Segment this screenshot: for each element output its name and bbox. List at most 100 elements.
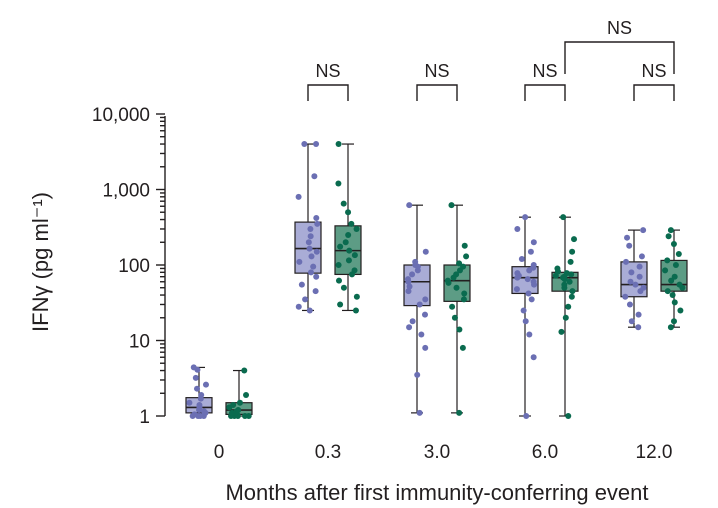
data-point <box>456 260 463 267</box>
data-point <box>194 385 201 392</box>
data-point <box>414 371 421 378</box>
data-point <box>335 141 342 148</box>
data-point <box>513 286 520 293</box>
data-point <box>522 318 529 325</box>
significance-label: NS <box>315 61 340 81</box>
data-point <box>628 318 635 325</box>
data-point <box>416 409 423 416</box>
data-point <box>565 413 572 419</box>
data-point <box>351 252 358 259</box>
data-point <box>301 141 308 148</box>
data-point <box>624 234 631 241</box>
data-point <box>416 301 423 308</box>
data-point <box>422 344 429 351</box>
data-point <box>622 293 629 300</box>
data-point <box>191 411 198 418</box>
data-point <box>348 220 355 227</box>
data-point <box>422 296 429 303</box>
data-point <box>236 399 243 406</box>
significance-bracket <box>633 84 675 101</box>
significance-label: NS <box>641 61 666 81</box>
data-point <box>566 278 573 285</box>
data-point <box>422 248 429 255</box>
data-point <box>667 227 674 234</box>
y-tick-label: 10 <box>129 332 150 353</box>
data-point <box>671 299 678 306</box>
data-point <box>456 326 463 333</box>
data-point <box>307 269 314 276</box>
data-point <box>675 250 682 257</box>
data-point <box>562 314 569 321</box>
data-point <box>456 409 463 416</box>
data-point <box>202 381 209 388</box>
data-point <box>524 276 531 283</box>
y-axis-ticks-layer: 1 10 100 1,000 10,000 0 0.3 3.0 6.0 12.0 <box>92 105 673 463</box>
data-point <box>243 391 250 398</box>
data-point <box>406 324 413 331</box>
data-point <box>345 209 352 216</box>
data-point <box>421 311 428 318</box>
data-point <box>461 242 468 249</box>
data-point <box>308 253 315 260</box>
data-point <box>351 267 358 274</box>
data-point <box>313 214 320 221</box>
data-point <box>628 269 635 276</box>
y-tick-label: 1,000 <box>102 181 150 202</box>
data-point <box>451 314 458 321</box>
data-point <box>567 258 574 265</box>
data-point <box>672 262 679 268</box>
data-point <box>404 276 411 283</box>
data-point <box>409 271 416 278</box>
significance-label: NS <box>532 61 557 81</box>
data-point <box>670 318 677 325</box>
data-point <box>662 267 669 274</box>
data-point <box>337 243 344 250</box>
data-point <box>241 413 248 419</box>
data-point <box>230 401 237 408</box>
data-point <box>638 253 645 260</box>
data-point <box>676 281 683 288</box>
data-point <box>228 409 235 416</box>
x-tick-label: 6.0 <box>532 442 558 463</box>
data-point <box>523 413 530 419</box>
data-point <box>554 265 561 272</box>
data-point <box>525 290 532 297</box>
data-point <box>635 311 642 318</box>
data-point <box>561 281 568 288</box>
data-point <box>296 258 303 265</box>
data-point <box>530 278 537 285</box>
data-point <box>460 263 467 270</box>
data-point <box>571 236 578 243</box>
data-point <box>461 290 468 297</box>
data-point <box>307 225 314 232</box>
data-point <box>665 233 672 240</box>
data-point <box>526 331 533 338</box>
data-point <box>345 231 352 238</box>
data-point <box>453 284 460 291</box>
data-point <box>514 225 521 232</box>
data-point <box>444 277 451 284</box>
data-point <box>563 270 570 277</box>
data-point <box>345 257 352 264</box>
data-point <box>530 239 537 246</box>
data-point <box>677 307 684 314</box>
data-point <box>670 240 677 247</box>
data-point <box>302 296 309 303</box>
x-axis-label: Months after first immunity-conferring e… <box>225 480 648 505</box>
x-tick-label: 0.3 <box>315 442 341 463</box>
x-tick-label: 12.0 <box>636 442 673 463</box>
data-point <box>636 273 643 280</box>
y-tick-label: 10,000 <box>92 105 150 126</box>
data-point <box>298 281 305 288</box>
significance-bracket <box>564 41 675 74</box>
data-point <box>448 202 455 209</box>
y-axis-label: IFNγ (pg ml⁻¹) <box>28 192 53 332</box>
data-point <box>528 296 535 303</box>
data-point <box>520 307 527 314</box>
data-point <box>313 141 320 148</box>
data-point <box>353 293 360 300</box>
data-point <box>306 245 313 252</box>
data-point <box>568 293 575 300</box>
data-point <box>671 273 678 280</box>
data-point <box>668 277 675 284</box>
